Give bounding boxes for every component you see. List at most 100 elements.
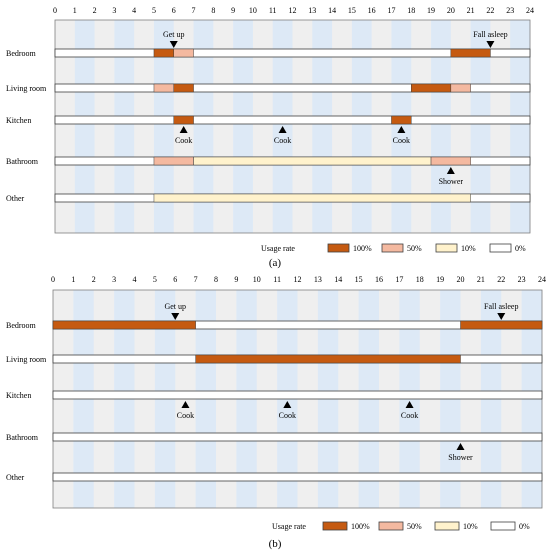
- x-tick-label: 7: [192, 6, 196, 15]
- legend-title: Usage rate: [272, 522, 306, 531]
- usage-segment: [430, 156, 471, 166]
- room-track: [54, 115, 531, 125]
- x-tick-label: 2: [92, 275, 96, 284]
- room-track: [52, 390, 543, 400]
- room-label: Living room: [6, 84, 47, 93]
- hour-stripe: [193, 20, 214, 233]
- usage-segment: [460, 320, 543, 330]
- event-label: Shower: [439, 177, 464, 186]
- x-tick-label: 22: [497, 275, 505, 284]
- room-track: [54, 83, 531, 93]
- usage-segment: [173, 115, 194, 125]
- legend-swatch: [489, 243, 512, 253]
- x-tick-label: 16: [375, 275, 383, 284]
- x-tick-label: 12: [289, 6, 297, 15]
- event-marker: [283, 401, 292, 408]
- usage-segment: [153, 83, 174, 93]
- room-label: Living room: [6, 355, 47, 364]
- x-tick-label: 24: [538, 275, 546, 284]
- hour-stripe: [134, 20, 155, 233]
- event-label: Cook: [279, 411, 296, 420]
- x-tick-label: 18: [416, 275, 424, 284]
- room-label: Bathroom: [6, 433, 39, 442]
- legend-label: 50%: [407, 244, 422, 253]
- hour-stripe: [55, 20, 76, 233]
- x-tick-label: 4: [132, 6, 136, 15]
- legend-label: 100%: [351, 522, 370, 531]
- event-marker: [179, 126, 188, 133]
- x-tick-label: 21: [467, 6, 475, 15]
- x-tick-label: 0: [53, 6, 57, 15]
- x-tick-label: 7: [194, 275, 198, 284]
- event-marker: [171, 313, 180, 320]
- room-label: Bathroom: [6, 157, 39, 166]
- hour-stripe: [94, 20, 115, 233]
- usage-segment: [411, 83, 452, 93]
- hour-stripe: [153, 20, 175, 233]
- x-tick-label: 5: [152, 6, 156, 15]
- event-marker: [169, 41, 178, 48]
- x-tick-label: 15: [348, 6, 356, 15]
- event-label: Cook: [401, 411, 418, 420]
- event-label: Cook: [393, 136, 410, 145]
- x-tick-label: 18: [407, 6, 415, 15]
- x-tick-label: 11: [269, 6, 277, 15]
- x-tick-label: 3: [112, 6, 116, 15]
- legend-swatch: [322, 521, 348, 531]
- legend-swatch: [490, 521, 516, 531]
- panel-label: (a): [269, 257, 282, 269]
- hour-stripe: [431, 20, 452, 233]
- hour-stripe: [510, 20, 531, 233]
- usage-segment: [450, 48, 491, 58]
- x-tick-label: 10: [249, 6, 257, 15]
- event-marker: [405, 401, 414, 408]
- usage-segment: [153, 156, 194, 166]
- event-label: Get up: [163, 30, 185, 39]
- usage-segment: [450, 83, 471, 93]
- room-label: Other: [6, 473, 25, 482]
- room-label: Kitchen: [6, 116, 31, 125]
- usage-segment: [52, 320, 196, 330]
- legend-swatch: [381, 243, 404, 253]
- x-tick-label: 17: [395, 275, 403, 284]
- usage-segment: [153, 193, 471, 203]
- x-tick-label: 3: [112, 275, 116, 284]
- x-tick-label: 19: [427, 6, 435, 15]
- event-label: Cook: [177, 411, 194, 420]
- room-label: Other: [6, 194, 25, 203]
- hour-stripe: [332, 20, 353, 233]
- event-label: Fall asleep: [473, 30, 507, 39]
- hour-stripe: [411, 20, 432, 233]
- x-tick-label: 24: [526, 6, 534, 15]
- x-tick-label: 19: [436, 275, 444, 284]
- x-tick-label: 14: [328, 6, 336, 15]
- x-tick-label: 21: [477, 275, 485, 284]
- usage-segment: [195, 354, 461, 364]
- event-label: Fall asleep: [484, 302, 518, 311]
- x-tick-label: 6: [172, 6, 176, 15]
- x-tick-label: 12: [294, 275, 302, 284]
- event-marker: [397, 126, 406, 133]
- event-marker: [446, 167, 455, 174]
- x-tick-label: 9: [234, 275, 238, 284]
- event-marker: [486, 41, 495, 48]
- hour-stripe: [450, 20, 471, 233]
- x-tick-label: 2: [93, 6, 97, 15]
- room-label: Bedroom: [6, 321, 37, 330]
- x-tick-label: 13: [314, 275, 322, 284]
- usage-segment: [153, 48, 174, 58]
- room-track: [54, 48, 531, 58]
- event-label: Cook: [175, 136, 192, 145]
- event-marker: [278, 126, 287, 133]
- legend-label: 100%: [353, 244, 372, 253]
- hour-stripe: [252, 20, 274, 233]
- usage-segment: [173, 48, 194, 58]
- x-tick-label: 4: [133, 275, 137, 284]
- x-tick-label: 23: [506, 6, 514, 15]
- hour-stripe: [114, 20, 135, 233]
- usage-segment: [193, 156, 432, 166]
- x-tick-label: 10: [253, 275, 261, 284]
- x-tick-label: 1: [73, 6, 77, 15]
- usage-segment: [391, 115, 412, 125]
